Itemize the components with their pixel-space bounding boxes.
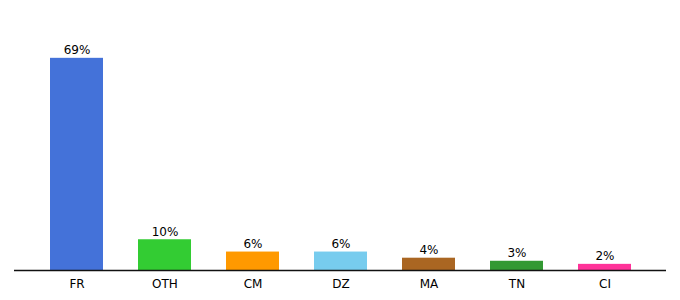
svg-text:MA: MA bbox=[420, 277, 439, 291]
svg-text:CM: CM bbox=[244, 277, 263, 291]
svg-text:4%: 4% bbox=[419, 243, 438, 257]
svg-text:10%: 10% bbox=[152, 225, 179, 239]
svg-text:6%: 6% bbox=[331, 237, 350, 251]
svg-text:TN: TN bbox=[508, 277, 525, 291]
svg-text:FR: FR bbox=[69, 277, 84, 291]
svg-text:DZ: DZ bbox=[332, 277, 349, 291]
svg-text:6%: 6% bbox=[243, 237, 262, 251]
svg-text:69%: 69% bbox=[64, 43, 91, 57]
svg-text:2%: 2% bbox=[595, 249, 614, 263]
svg-text:OTH: OTH bbox=[152, 277, 178, 291]
svg-text:3%: 3% bbox=[507, 246, 526, 260]
svg-text:CI: CI bbox=[599, 277, 611, 291]
